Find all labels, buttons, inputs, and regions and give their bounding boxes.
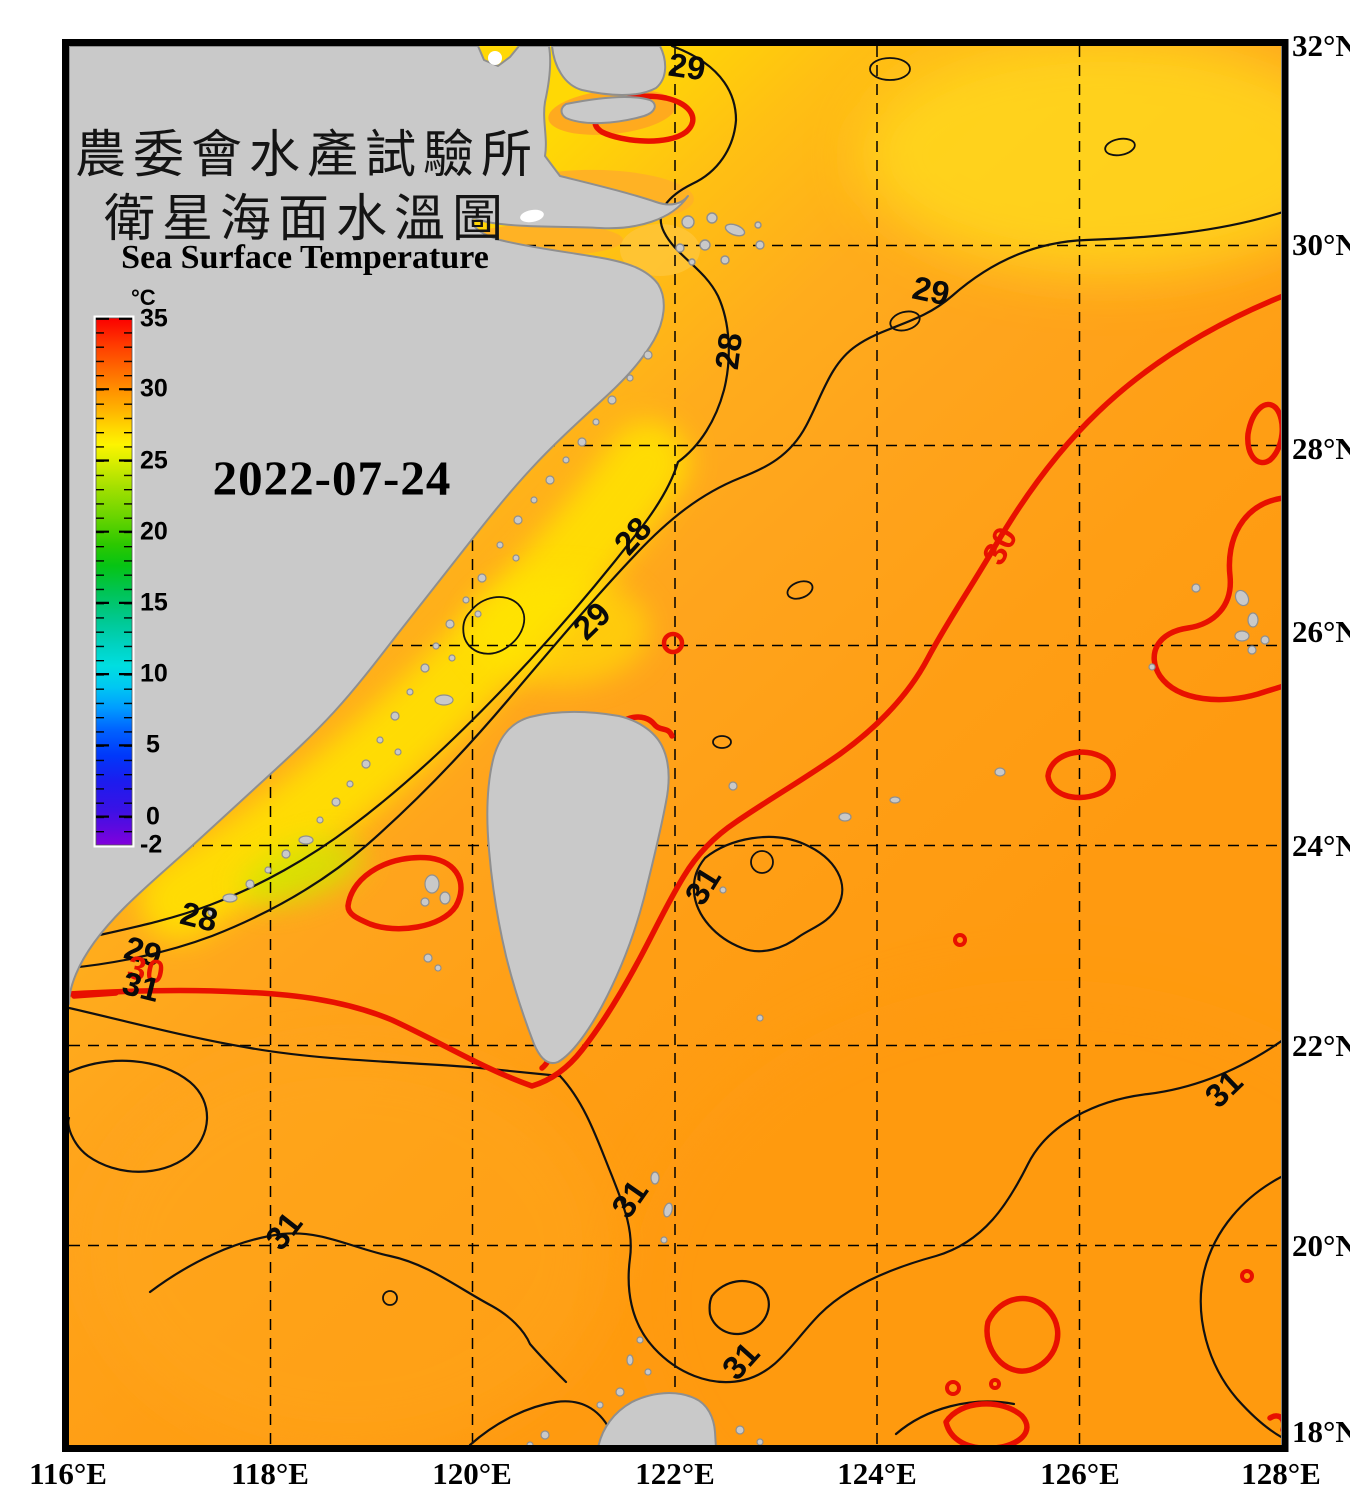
- lon-label-126E: 126°E: [1040, 1456, 1120, 1491]
- title-chinese-line1: 農委會水產試驗所: [74, 128, 540, 184]
- isotherm-31-loop-se-taiwan: [692, 835, 844, 953]
- lat-label-24N: 24°N: [1292, 828, 1350, 863]
- title-english: Sea Surface Temperature: [121, 239, 489, 276]
- taiwan-island: [486, 711, 670, 1064]
- isotherm-31-feeder: [69, 1006, 562, 1078]
- isotherm-31-southwest: [148, 1232, 568, 1384]
- colorbar-label-10: 10: [140, 659, 168, 688]
- colorbar-label-25: 25: [140, 446, 168, 475]
- contour-label-28-yangtze: 28: [707, 330, 750, 372]
- isotherm-31-southeast: [1199, 1175, 1281, 1439]
- lat-label-28N: 28°N: [1292, 431, 1350, 466]
- colorbar-label-neg2: -2: [140, 830, 163, 859]
- isotherm-29: [69, 211, 1281, 970]
- isotherm-31-west-loop: [69, 1059, 209, 1173]
- luzon-north-coast: [597, 1392, 717, 1445]
- lat-label-32N: 32°N: [1292, 28, 1350, 63]
- isotherms-black: [69, 46, 1281, 1445]
- jiangsu-north-bank: [551, 46, 667, 96]
- contour-label-29-ecs: 29: [909, 268, 953, 313]
- lat-label-22N: 22°N: [1292, 1028, 1350, 1063]
- isotherm-31-main: [558, 1040, 1281, 1384]
- chongming-island: [560, 96, 656, 125]
- lon-label-128E: 128°E: [1241, 1456, 1321, 1491]
- lon-label-118E: 118°E: [231, 1456, 309, 1491]
- red-kuroshio-main: [69, 293, 1281, 1089]
- lat-label-18N: 18°N: [1292, 1414, 1350, 1449]
- china-mainland: [69, 46, 689, 1005]
- no-data-patches: [488, 51, 544, 223]
- isotherm-28: [69, 46, 738, 944]
- colorbar-label-0: 0: [146, 802, 160, 831]
- colorbar-major-ticks: [96, 317, 132, 818]
- batanes-islands: [526, 1171, 764, 1445]
- lon-label-120E: 120°E: [432, 1456, 512, 1491]
- penghu-islands: [420, 874, 451, 972]
- graticule: [69, 46, 1281, 1445]
- title-chinese-line2: 衛星海面水溫圖: [103, 192, 511, 248]
- colorbar-label-30: 30: [140, 374, 168, 403]
- lon-label-122E: 122°E: [635, 1456, 715, 1491]
- red-meander-ryukyu: [1151, 495, 1281, 703]
- lat-label-26N: 26°N: [1292, 614, 1350, 649]
- map-date: 2022-07-24: [212, 450, 452, 506]
- colorbar-label-35: 35: [140, 304, 168, 333]
- lon-label-116E: 116°E: [29, 1456, 107, 1491]
- coastal-islets: [207, 350, 653, 917]
- lon-label-124E: 124°E: [837, 1456, 917, 1491]
- ryukyu-islands: [719, 583, 1270, 1022]
- lat-label-30N: 30°N: [1292, 227, 1350, 262]
- contour-label-29-north: 29: [666, 45, 708, 88]
- colorbar-label-5: 5: [146, 730, 160, 759]
- colorbar-label-20: 20: [140, 517, 168, 546]
- land: [69, 46, 1270, 1445]
- colorbar: [93, 315, 135, 848]
- colorbar-label-15: 15: [140, 588, 168, 617]
- lat-label-20N: 20°N: [1292, 1228, 1350, 1263]
- zhoushan-islands: [675, 212, 765, 266]
- colorbar-unit: °C: [131, 285, 156, 310]
- map-border: [62, 39, 1289, 1452]
- red-loop-strait: [345, 854, 464, 932]
